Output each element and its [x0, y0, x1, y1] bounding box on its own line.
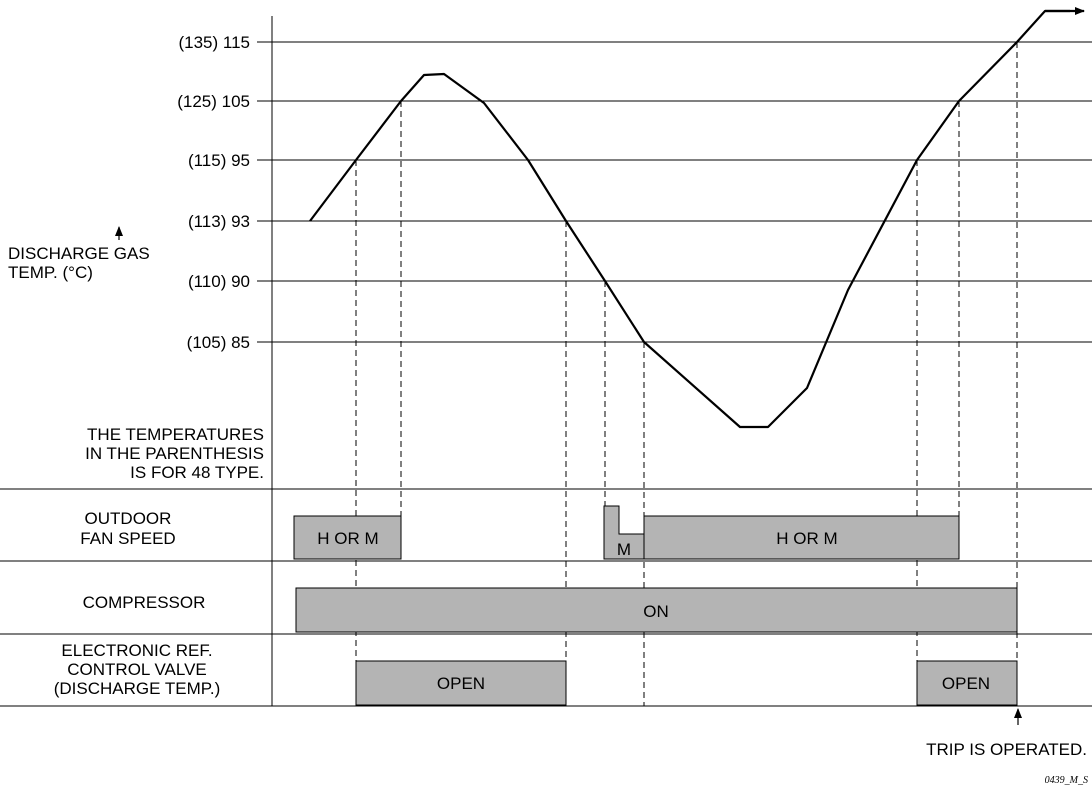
fan-bar-3 [643, 515, 960, 560]
axis-title-line2: TEMP. (°C) [8, 263, 93, 282]
compressor-bar [295, 587, 1018, 633]
valve-row-label-line1: ELECTRONIC REF. [61, 641, 212, 660]
valve-row-label-line3: (DISCHARGE TEMP.) [54, 679, 221, 698]
tick-label-105: (125) 105 [177, 92, 250, 111]
tick-label-95: (115) 95 [188, 151, 250, 170]
note-line2: IN THE PARENTHESIS [85, 444, 264, 463]
fan-row-label-line2: FAN SPEED [80, 529, 175, 548]
fan-speed-bars [293, 505, 960, 560]
temperature-gridlines [257, 41, 1092, 343]
valve-row-label-line2: CONTROL VALVE [67, 660, 207, 679]
figure-code: 0439_M_S [1045, 775, 1088, 786]
valve-bar-2-label: OPEN [942, 674, 990, 693]
note-line3: IS FOR 48 TYPE. [130, 463, 264, 482]
fan-bar-1-label: H OR M [317, 529, 378, 548]
fan-row-label-line1: OUTDOOR [85, 509, 172, 528]
row-separators [0, 488, 1092, 707]
note-line1: THE TEMPERATURES [87, 425, 264, 444]
temperature-tick-labels: (135) 115 (125) 105 (115) 95 (113) 93 (1… [177, 33, 250, 352]
fan-bar-3-label: H OR M [776, 529, 837, 548]
valve-bars [355, 660, 1018, 706]
tick-label-115: (135) 115 [178, 33, 250, 52]
compressor-bar-label: ON [643, 602, 669, 621]
compressor-row-label: COMPRESSOR [83, 593, 206, 612]
valve-bar-1 [355, 660, 567, 706]
valve-bar-1-label: OPEN [437, 674, 485, 693]
fan-bar-2-label: M [617, 540, 631, 559]
tick-label-85: (105) 85 [187, 333, 250, 352]
axis-title-line1: DISCHARGE GAS [8, 244, 150, 263]
valve-bar-2 [916, 660, 1018, 706]
trip-label: TRIP IS OPERATED. [926, 740, 1087, 759]
discharge-temperature-curve [309, 9, 1070, 429]
tick-label-90: (110) 90 [188, 272, 250, 291]
fan-bar-1 [293, 515, 402, 560]
tick-label-93: (113) 93 [188, 212, 250, 231]
